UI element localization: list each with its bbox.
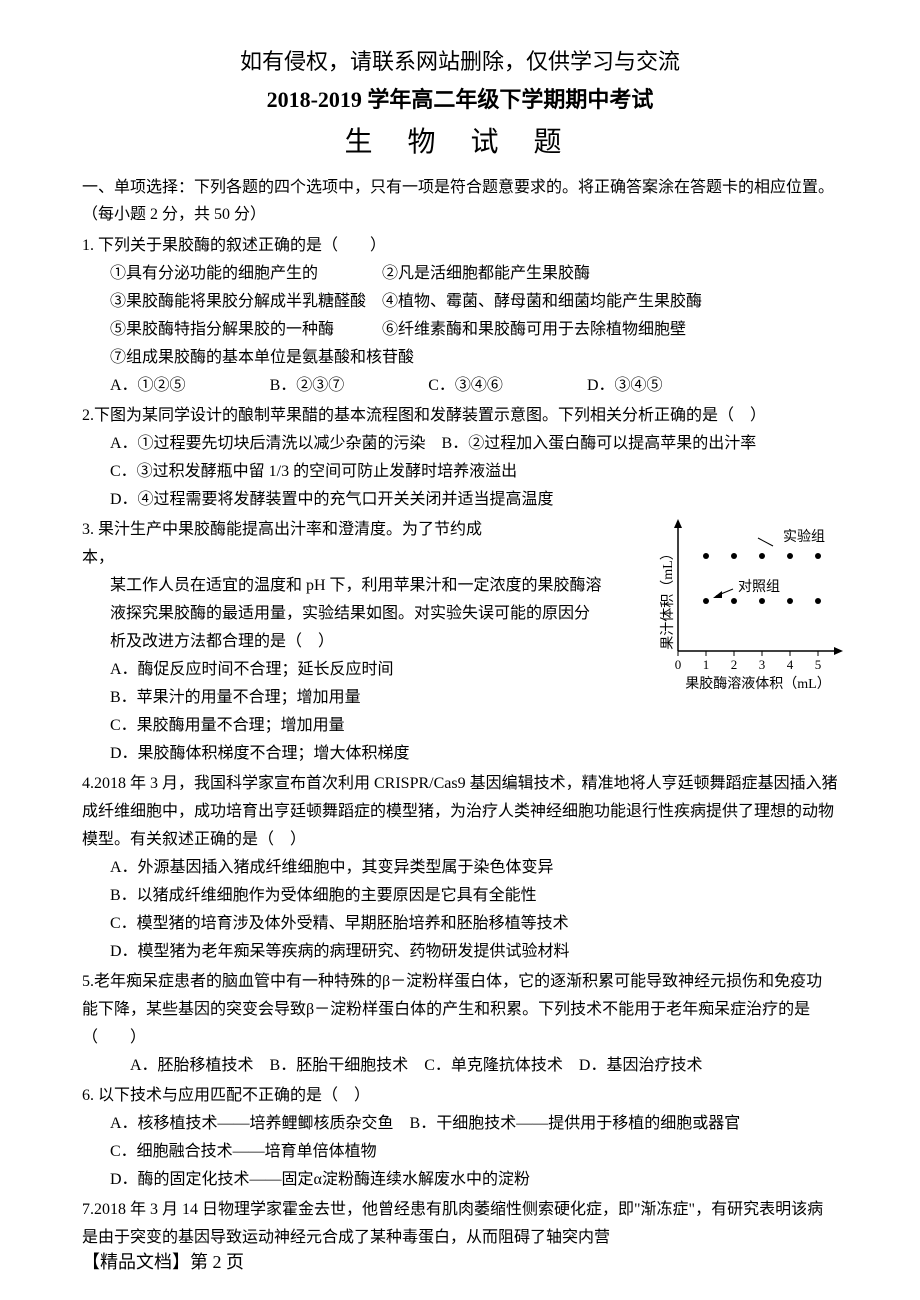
q1-item3: ⑤果胶酶特指分解果胶的一种酶 ⑥纤维素酶和果胶酶可用于去除植物细胞壁 (82, 316, 838, 344)
q1-stem: 下列关于果胶酶的叙述正确的是（ ） (98, 237, 386, 254)
header-note: 如有侵权，请联系网站删除，仅供学习与交流 (82, 44, 838, 76)
svg-text:果胶酶溶液体积（mL）: 果胶酶溶液体积（mL） (685, 675, 830, 691)
q4-opt-b: B．以猪成纤维细胞作为受体细胞的主要原因是它具有全能性 (82, 882, 838, 910)
svg-text:实验组: 实验组 (783, 529, 825, 545)
q1-opt-d: D．③④⑤ (587, 372, 663, 400)
svg-text:2: 2 (731, 657, 738, 672)
q4-opt-a: A．外源基因插入猪成纤维细胞中，其变异类型属于染色体变异 (82, 854, 838, 882)
question-7: 7.2018 年 3 月 14 日物理学家霍金去世，他曾经患有肌肉萎缩性侧索硬化… (82, 1196, 838, 1252)
q6-opt-ab: A．核移植技术——培养鲤鲫核质杂交鱼 B．干细胞技术——提供用于移植的细胞或器官 (82, 1110, 838, 1138)
svg-text:3: 3 (759, 657, 766, 672)
q3-stem: 果汁生产中果胶酶能提高出汁率和澄清度。为了节约成 (98, 521, 482, 538)
q1-opt-a: A．①②⑤ (110, 372, 186, 400)
q1-item1: ①具有分泌功能的细胞产生的 ②凡是活细胞都能产生果胶酶 (82, 260, 838, 288)
q3-opt-d: D．果胶酶体积梯度不合理；增大体积梯度 (82, 740, 838, 768)
section-instruction: 一、单项选择：下列各题的四个选项中，只有一项是符合题意要求的。将正确答案涂在答题… (82, 174, 838, 228)
q5-stem: 老年痴呆症患者的脑血管中有一种特殊的β－淀粉样蛋白体，它的逐渐积累可能导致神经元… (82, 973, 874, 1046)
svg-text:4: 4 (787, 657, 794, 672)
question-3: 0 1 2 3 4 5 实验组 对照组 果汁体积（mL） (82, 516, 838, 768)
q5-opts: A．胚胎移植技术 B．胚胎干细胞技术 C．单克隆抗体技术 D．基因治疗技术 (82, 1052, 838, 1080)
q3-opt-c: C．果胶酶用量不合理；增加用量 (82, 712, 838, 740)
svg-text:0: 0 (675, 657, 682, 672)
q1-num: 1. (82, 237, 94, 254)
question-2: 2.下图为某同学设计的酿制苹果醋的基本流程图和发酵装置示意图。下列相关分析正确的… (82, 402, 838, 514)
q4-num: 4. (82, 775, 94, 792)
q2-opt-c: C．③过积发酵瓶中留 1/3 的空间可防止发酵时培养液溢出 (82, 458, 838, 486)
q6-opt-d: D．酶的固定化技术——固定α淀粉酶连续水解废水中的淀粉 (82, 1166, 838, 1194)
q1-item4: ⑦组成果胶酶的基本单位是氨基酸和核苷酸 (82, 344, 838, 372)
q1-item2: ③果胶酶能将果胶分解成半乳糖醛酸 ④植物、霉菌、酵母菌和细菌均能产生果胶酶 (82, 288, 838, 316)
svg-text:果汁体积（mL）: 果汁体积（mL） (660, 547, 676, 650)
q6-num: 6. (82, 1087, 94, 1104)
svg-text:对照组: 对照组 (738, 579, 780, 595)
q2-num: 2. (82, 407, 94, 424)
question-6: 6. 以下技术与应用匹配不正确的是（ ） A．核移植技术——培养鲤鲫核质杂交鱼 … (82, 1082, 838, 1194)
q2-opt-d: D．④过程需要将发酵装置中的充气口开关关闭并适当提高温度 (82, 486, 838, 514)
question-5: 5.老年痴呆症患者的脑血管中有一种特殊的β－淀粉样蛋白体，它的逐渐积累可能导致神… (82, 968, 838, 1080)
q4-opt-d: D．模型猪为老年痴呆等疾病的病理研究、药物研发提供试验材料 (82, 938, 838, 966)
exam-title: 2018-2019 学年高二年级下学期期中考试 (82, 82, 838, 114)
page-footer: 【精品文档】第 2 页 (82, 1248, 244, 1274)
q3-num: 3. (82, 521, 94, 538)
subject-title: 生 物 试 题 (82, 120, 838, 160)
q3-item1: 某工作人员在适宜的温度和 pH 下，利用苹果汁和一定浓度的果胶酶溶液探究果胶酶的… (82, 572, 602, 656)
q5-num: 5. (82, 973, 94, 990)
question-4: 4.2018 年 3 月，我国科学家宣布首次利用 CRISPR/Cas9 基因编… (82, 770, 838, 966)
q1-opt-c: C．③④⑥ (428, 372, 503, 400)
q6-opt-c: C．细胞融合技术——培育单倍体植物 (82, 1138, 838, 1166)
q7-stem: 2018 年 3 月 14 日物理学家霍金去世，他曾经患有肌肉萎缩性侧索硬化症，… (82, 1201, 823, 1246)
q7-num: 7. (82, 1201, 94, 1218)
q4-stem: 2018 年 3 月，我国科学家宣布首次利用 CRISPR/Cas9 基因编辑技… (82, 775, 838, 848)
q2-opt-ab: A．①过程要先切块后清洗以减少杂菌的污染 B．②过程加入蛋白酶可以提高苹果的出汁… (82, 430, 838, 458)
svg-text:1: 1 (703, 657, 710, 672)
q4-opt-c: C．模型猪的培育涉及体外受精、早期胚胎培养和胚胎移植等技术 (82, 910, 838, 938)
q2-stem: 下图为某同学设计的酿制苹果醋的基本流程图和发酵装置示意图。下列相关分析正确的是（… (94, 407, 766, 424)
scatter-chart-svg: 0 1 2 3 4 5 实验组 对照组 果汁体积（mL） (638, 516, 848, 691)
q1-options: A．①②⑤ B．②③⑦ C．③④⑥ D．③④⑤ (82, 372, 838, 400)
svg-text:5: 5 (815, 657, 822, 672)
question-1: 1. 下列关于果胶酶的叙述正确的是（ ） ①具有分泌功能的细胞产生的 ②凡是活细… (82, 232, 838, 400)
q3-chart: 0 1 2 3 4 5 实验组 对照组 果汁体积（mL） (638, 516, 848, 691)
q6-stem: 以下技术与应用匹配不正确的是（ ） (98, 1087, 370, 1104)
q1-opt-b: B．②③⑦ (270, 372, 345, 400)
